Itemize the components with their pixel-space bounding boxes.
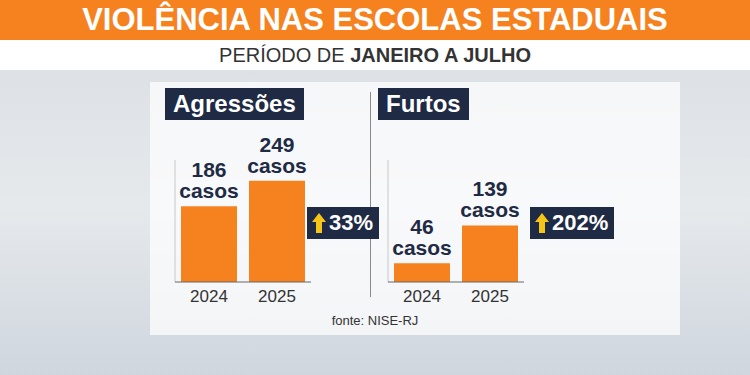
html-text:PERÍODO DE JANEIRO A JULHO: PERÍODO DE JANEIRO A JULHO [219, 44, 531, 66]
svg-text:2024: 2024 [403, 287, 441, 306]
svg-text:46casos: 46casos [392, 215, 452, 259]
html-text:202%: 202% [552, 210, 609, 235]
svg-text:249casos: 249casos [247, 133, 307, 177]
html-text:Agressões: Agressões [173, 90, 296, 117]
html-text:Furtos: Furtos [386, 90, 461, 117]
svg-text:186casos: 186casos [179, 158, 239, 202]
svg-text:2024: 2024 [190, 287, 228, 306]
html-text:VIOLÊNCIA NAS ESCOLAS ESTADUAI: VIOLÊNCIA NAS ESCOLAS ESTADUAIS [82, 2, 668, 37]
html-text:fonte: NISE-RJ: fonte: NISE-RJ [331, 313, 419, 328]
svg-text:2025: 2025 [471, 287, 509, 306]
html-text:33%: 33% [329, 210, 373, 235]
svg-text:2025: 2025 [258, 287, 296, 306]
svg-text:139casos: 139casos [460, 177, 520, 221]
